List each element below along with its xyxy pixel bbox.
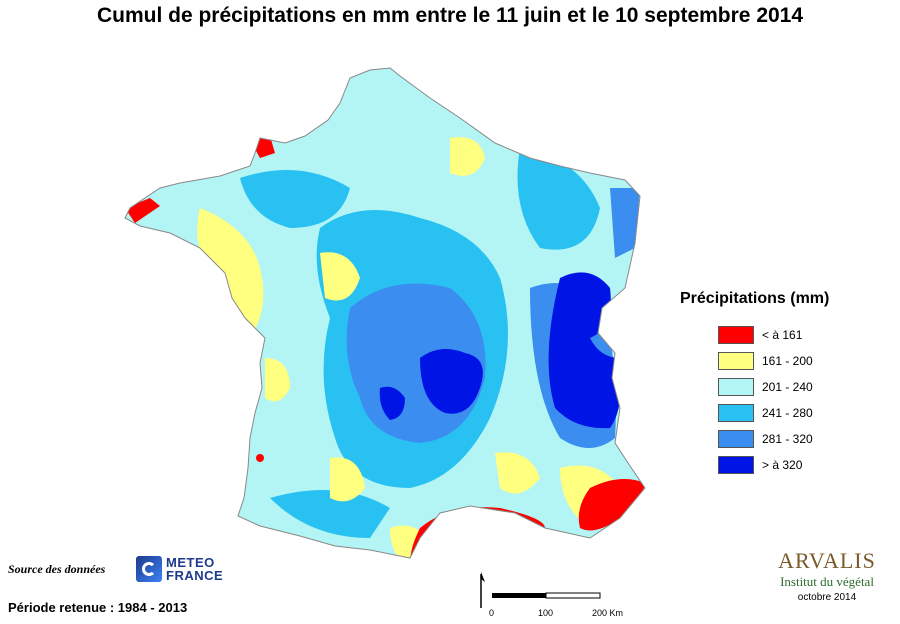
north-arrow-icon [480, 572, 485, 608]
legend-swatch [718, 378, 754, 396]
france-precipitation-map [124, 67, 646, 559]
scale-bar: 0 100 200 Km [488, 590, 623, 620]
scale-tick-100: 100 [538, 608, 554, 618]
legend-label: 281 - 320 [762, 432, 813, 446]
legend-item: 161 - 200 [718, 348, 813, 374]
meteo-france-icon [136, 556, 162, 582]
legend-swatch [718, 430, 754, 448]
legend-label: < à 161 [762, 328, 803, 342]
legend-label: 201 - 240 [762, 380, 813, 394]
legend: < à 161 161 - 200 201 - 240 241 - 280 28… [718, 322, 813, 478]
legend-swatch [718, 326, 754, 344]
arvalis-subtitle: Institut du végétal [780, 574, 874, 589]
reference-period: Période retenue : 1984 - 2013 [8, 600, 188, 615]
legend-item: 241 - 280 [718, 400, 813, 426]
data-source-label: Source des données [8, 562, 106, 576]
scale-bar-graphic [492, 592, 601, 599]
legend-swatch [718, 352, 754, 370]
map-title: Cumul de précipitations en mm entre le 1… [96, 4, 804, 27]
meteo-france-wordmark: METEO FRANCE [166, 555, 224, 583]
legend-item: 281 - 320 [718, 426, 813, 452]
scale-tick-200: 200 Km [592, 608, 624, 618]
legend-swatch [718, 404, 754, 422]
legend-label: > à 320 [762, 458, 803, 472]
arvalis-name: ARVALIS [778, 548, 876, 573]
arvalis-logo: ARVALIS Institut du végétal octobre 2014 [766, 548, 888, 603]
meteo-france-logo: METEO FRANCE [136, 556, 223, 582]
legend-label: 241 - 280 [762, 406, 813, 420]
legend-label: 161 - 200 [762, 354, 813, 368]
publication-date: octobre 2014 [797, 592, 857, 603]
legend-item: 201 - 240 [718, 374, 813, 400]
legend-item: < à 161 [718, 322, 813, 348]
scale-tick-0: 0 [489, 608, 495, 618]
legend-title: Précipitations (mm) [680, 290, 830, 307]
legend-item: > à 320 [718, 452, 813, 478]
legend-swatch [718, 456, 754, 474]
